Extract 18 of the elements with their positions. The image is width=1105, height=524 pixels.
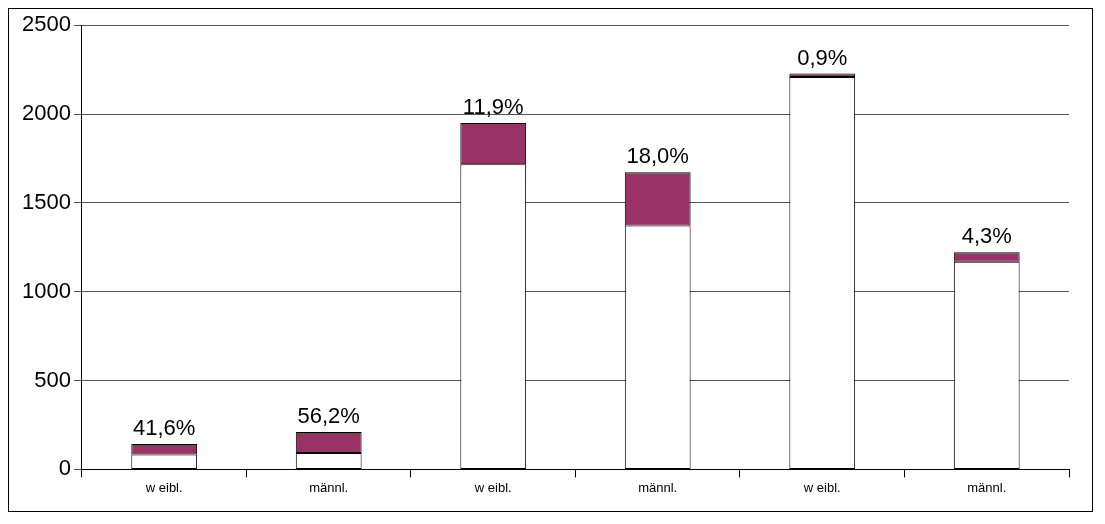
x-tick-label: männl. <box>638 479 678 495</box>
x-tick-label: w eibl. <box>144 479 183 495</box>
x-tick-label: w eibl. <box>802 479 841 495</box>
annotation: 18,0% <box>626 143 689 169</box>
annotation: 0,9% <box>797 44 848 70</box>
x-tick-label: männl. <box>967 479 1007 495</box>
annotation: 11,9% <box>462 93 524 119</box>
y-tick-label: 1500 <box>21 188 71 214</box>
y-tick-label: 0 <box>58 455 71 481</box>
annotation: 4,3% <box>961 223 1012 249</box>
y-tick-label: 2500 <box>21 11 71 37</box>
x-tick-label: männl. <box>309 479 349 495</box>
annotation: 41,6% <box>133 415 196 441</box>
y-tick-label: 1000 <box>21 277 71 303</box>
y-tick-label: 2000 <box>21 100 71 126</box>
x-tick-label: w eibl. <box>473 479 512 495</box>
annotation: 56,2% <box>297 402 360 428</box>
y-tick-label: 500 <box>34 366 71 392</box>
